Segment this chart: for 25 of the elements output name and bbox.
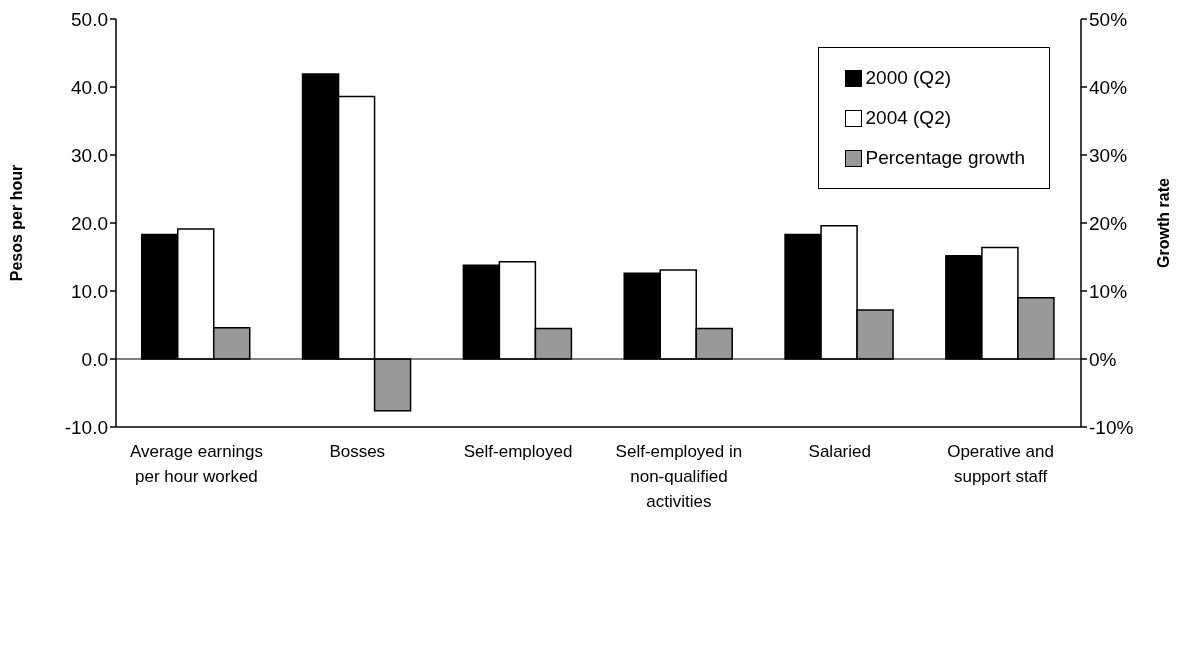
legend-label: Percentage growth [865, 147, 1025, 169]
y-tick-label: 50.0 [71, 8, 108, 30]
y2-tick-label: 50% [1089, 8, 1128, 30]
x-tick-label: Average earnings per hour worked [129, 442, 263, 486]
y2-tick-label: 0% [1089, 348, 1117, 370]
legend-label: 2004 (Q2) [865, 107, 952, 129]
y2-axis-title: Growth rate [1154, 178, 1172, 268]
y2-tick-label: 40% [1089, 76, 1128, 98]
y-tick-label: -10.0 [64, 416, 108, 438]
y-tick-label: 30.0 [71, 144, 108, 166]
x-tick-label: Self-employed in non-qualified activities [615, 442, 743, 511]
y-tick-label: 40.0 [71, 76, 108, 98]
y2-tick-label: 10% [1089, 280, 1128, 302]
y2-tick-label: 30% [1089, 144, 1128, 166]
y-tick-label: 0.0 [81, 348, 108, 370]
x-tick-label: Operative and support staff [947, 442, 1054, 486]
x-tick-label: Self-employed [463, 442, 573, 461]
y2-tick-label: 20% [1089, 212, 1128, 234]
x-tick-label: Salaried [808, 442, 871, 461]
legend-label: 2000 (Q2) [865, 67, 952, 89]
y-tick-label: 20.0 [71, 212, 108, 234]
y-tick-label: 10.0 [71, 280, 108, 302]
y-axis-title: Pesos per hour [7, 164, 25, 282]
y2-tick-label: -10% [1089, 416, 1134, 438]
x-tick-label: Bosses [329, 442, 386, 461]
